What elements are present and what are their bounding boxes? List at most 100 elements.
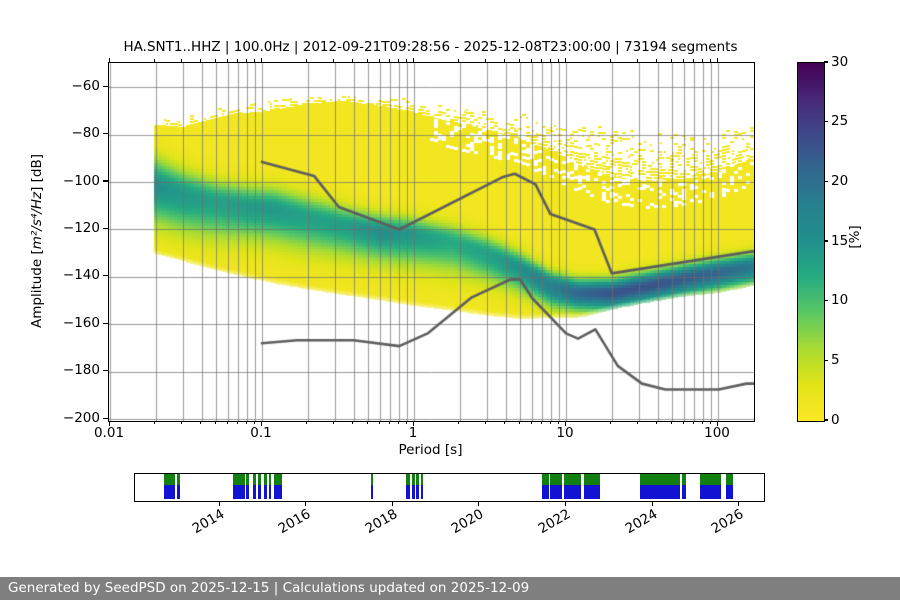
segment-data-band <box>420 474 423 485</box>
segment-psd-band <box>370 485 373 499</box>
x-axis-minor-tick <box>214 421 216 424</box>
x-axis-major-tick-top <box>412 58 414 62</box>
timeline-year-label-text: 2018 <box>362 506 401 538</box>
segment-psd-band <box>725 485 734 499</box>
y-axis-tick <box>103 180 108 182</box>
segment-data-band <box>273 474 283 485</box>
x-axis-tick-label: 100 <box>704 425 730 441</box>
segment-psd-band <box>699 485 722 499</box>
x-axis-minor-tick-top <box>154 59 156 62</box>
x-axis-minor-tick <box>610 421 612 424</box>
x-axis-major-tick-top <box>108 58 110 62</box>
x-axis-minor-tick-top <box>670 59 672 62</box>
availability-segment <box>725 474 734 499</box>
x-axis-minor-tick-top <box>181 59 183 62</box>
y-axis-tick <box>103 322 108 324</box>
x-axis-minor-tick-top <box>485 59 487 62</box>
colorbar-gradient <box>798 63 824 421</box>
segment-data-band <box>564 474 581 485</box>
x-axis-minor-tick <box>253 421 255 424</box>
x-axis-minor-tick-top <box>236 59 238 62</box>
availability-segment <box>416 474 420 499</box>
segment-psd-band <box>639 485 681 499</box>
x-axis-minor-tick <box>540 421 542 424</box>
timeline-year-label-text: 2014 <box>189 506 227 538</box>
timeline-year-tick <box>305 501 307 506</box>
x-axis-major-tick <box>564 421 566 426</box>
y-axis-tick <box>103 417 108 419</box>
x-axis-minor-tick-top <box>656 59 657 62</box>
x-axis-label: Period [s] <box>398 442 463 458</box>
segment-data-band <box>233 474 245 485</box>
x-axis-minor-tick <box>504 421 505 424</box>
x-axis-minor-tick-top <box>388 59 390 62</box>
colorbar-tick <box>824 121 828 123</box>
colorbar-tick <box>824 419 828 421</box>
x-axis-major-tick-top <box>260 58 262 62</box>
x-axis-minor-tick <box>405 421 407 424</box>
segment-psd-band <box>420 485 423 499</box>
colorbar-tick <box>824 240 828 242</box>
x-axis-minor-tick <box>670 421 672 424</box>
x-axis-minor-tick <box>637 421 639 424</box>
segment-psd-band <box>268 485 272 499</box>
x-axis-minor-tick <box>656 421 657 424</box>
availability-segment <box>550 474 562 499</box>
x-axis-minor-tick <box>245 421 247 424</box>
colorbar-tick-label: 20 <box>831 172 849 189</box>
timeline-year-label-text: 2024 <box>622 506 660 538</box>
segment-data-band <box>163 474 176 485</box>
x-axis-minor-tick-top <box>458 59 460 62</box>
x-axis-minor-tick <box>709 421 711 424</box>
colorbar-tick <box>824 359 828 361</box>
x-axis-minor-tick-top <box>405 59 407 62</box>
segment-psd-band <box>258 485 262 499</box>
x-axis-minor-tick <box>458 421 460 424</box>
timeline-year-label-text: 2020 <box>449 506 487 538</box>
segment-data-band <box>370 474 373 485</box>
availability-segment <box>233 474 245 499</box>
x-axis-minor-tick-top <box>214 59 216 62</box>
y-axis-tick-label: −140 <box>62 267 100 284</box>
y-axis-tick <box>103 275 108 277</box>
availability-segment <box>406 474 411 499</box>
x-axis-tick-label: 0.01 <box>93 425 125 441</box>
y-axis-tick-label: −60 <box>71 77 101 94</box>
x-axis-minor-tick-top <box>682 59 684 62</box>
x-axis-minor-tick <box>549 421 551 424</box>
x-axis-minor-tick-top <box>253 59 255 62</box>
x-axis-minor-tick <box>682 421 684 424</box>
segment-data-band <box>246 474 250 485</box>
x-axis-major-tick <box>412 421 414 426</box>
y-axis-tick-label: −100 <box>62 172 100 189</box>
x-axis-minor-tick <box>557 421 559 424</box>
x-axis-minor-tick-top <box>366 59 368 62</box>
segment-data-band <box>412 474 416 485</box>
y-axis-tick-label: −180 <box>62 362 100 379</box>
x-axis-tick-label: 1 <box>408 425 418 441</box>
availability-segment <box>584 474 601 499</box>
x-axis-minor-tick-top <box>692 59 694 62</box>
y-axis-tick-label: −160 <box>62 314 100 331</box>
segment-psd-band <box>406 485 411 499</box>
availability-segment <box>639 474 681 499</box>
footer-status-bar: Generated by SeedPSD on 2025-12-15 | Cal… <box>0 577 900 600</box>
segment-data-band <box>725 474 734 485</box>
colorbar-tick <box>824 61 828 63</box>
x-axis-minor-tick-top <box>701 59 703 62</box>
segment-psd-band <box>550 485 562 499</box>
timeline-year-tick <box>391 501 393 506</box>
x-axis-minor-tick-top <box>518 59 520 62</box>
segment-psd-band <box>246 485 250 499</box>
x-axis-minor-tick <box>530 421 532 424</box>
segment-psd-band <box>233 485 245 499</box>
availability-segment <box>542 474 549 499</box>
segment-data-band <box>639 474 681 485</box>
segment-psd-band <box>416 485 420 499</box>
segment-data-band <box>584 474 601 485</box>
x-axis-major-tick-top <box>564 58 566 62</box>
timeline-year-label-text: 2022 <box>535 506 574 538</box>
x-axis-minor-tick <box>485 421 487 424</box>
x-axis-minor-tick-top <box>200 59 201 62</box>
x-axis-minor-tick <box>388 421 390 424</box>
